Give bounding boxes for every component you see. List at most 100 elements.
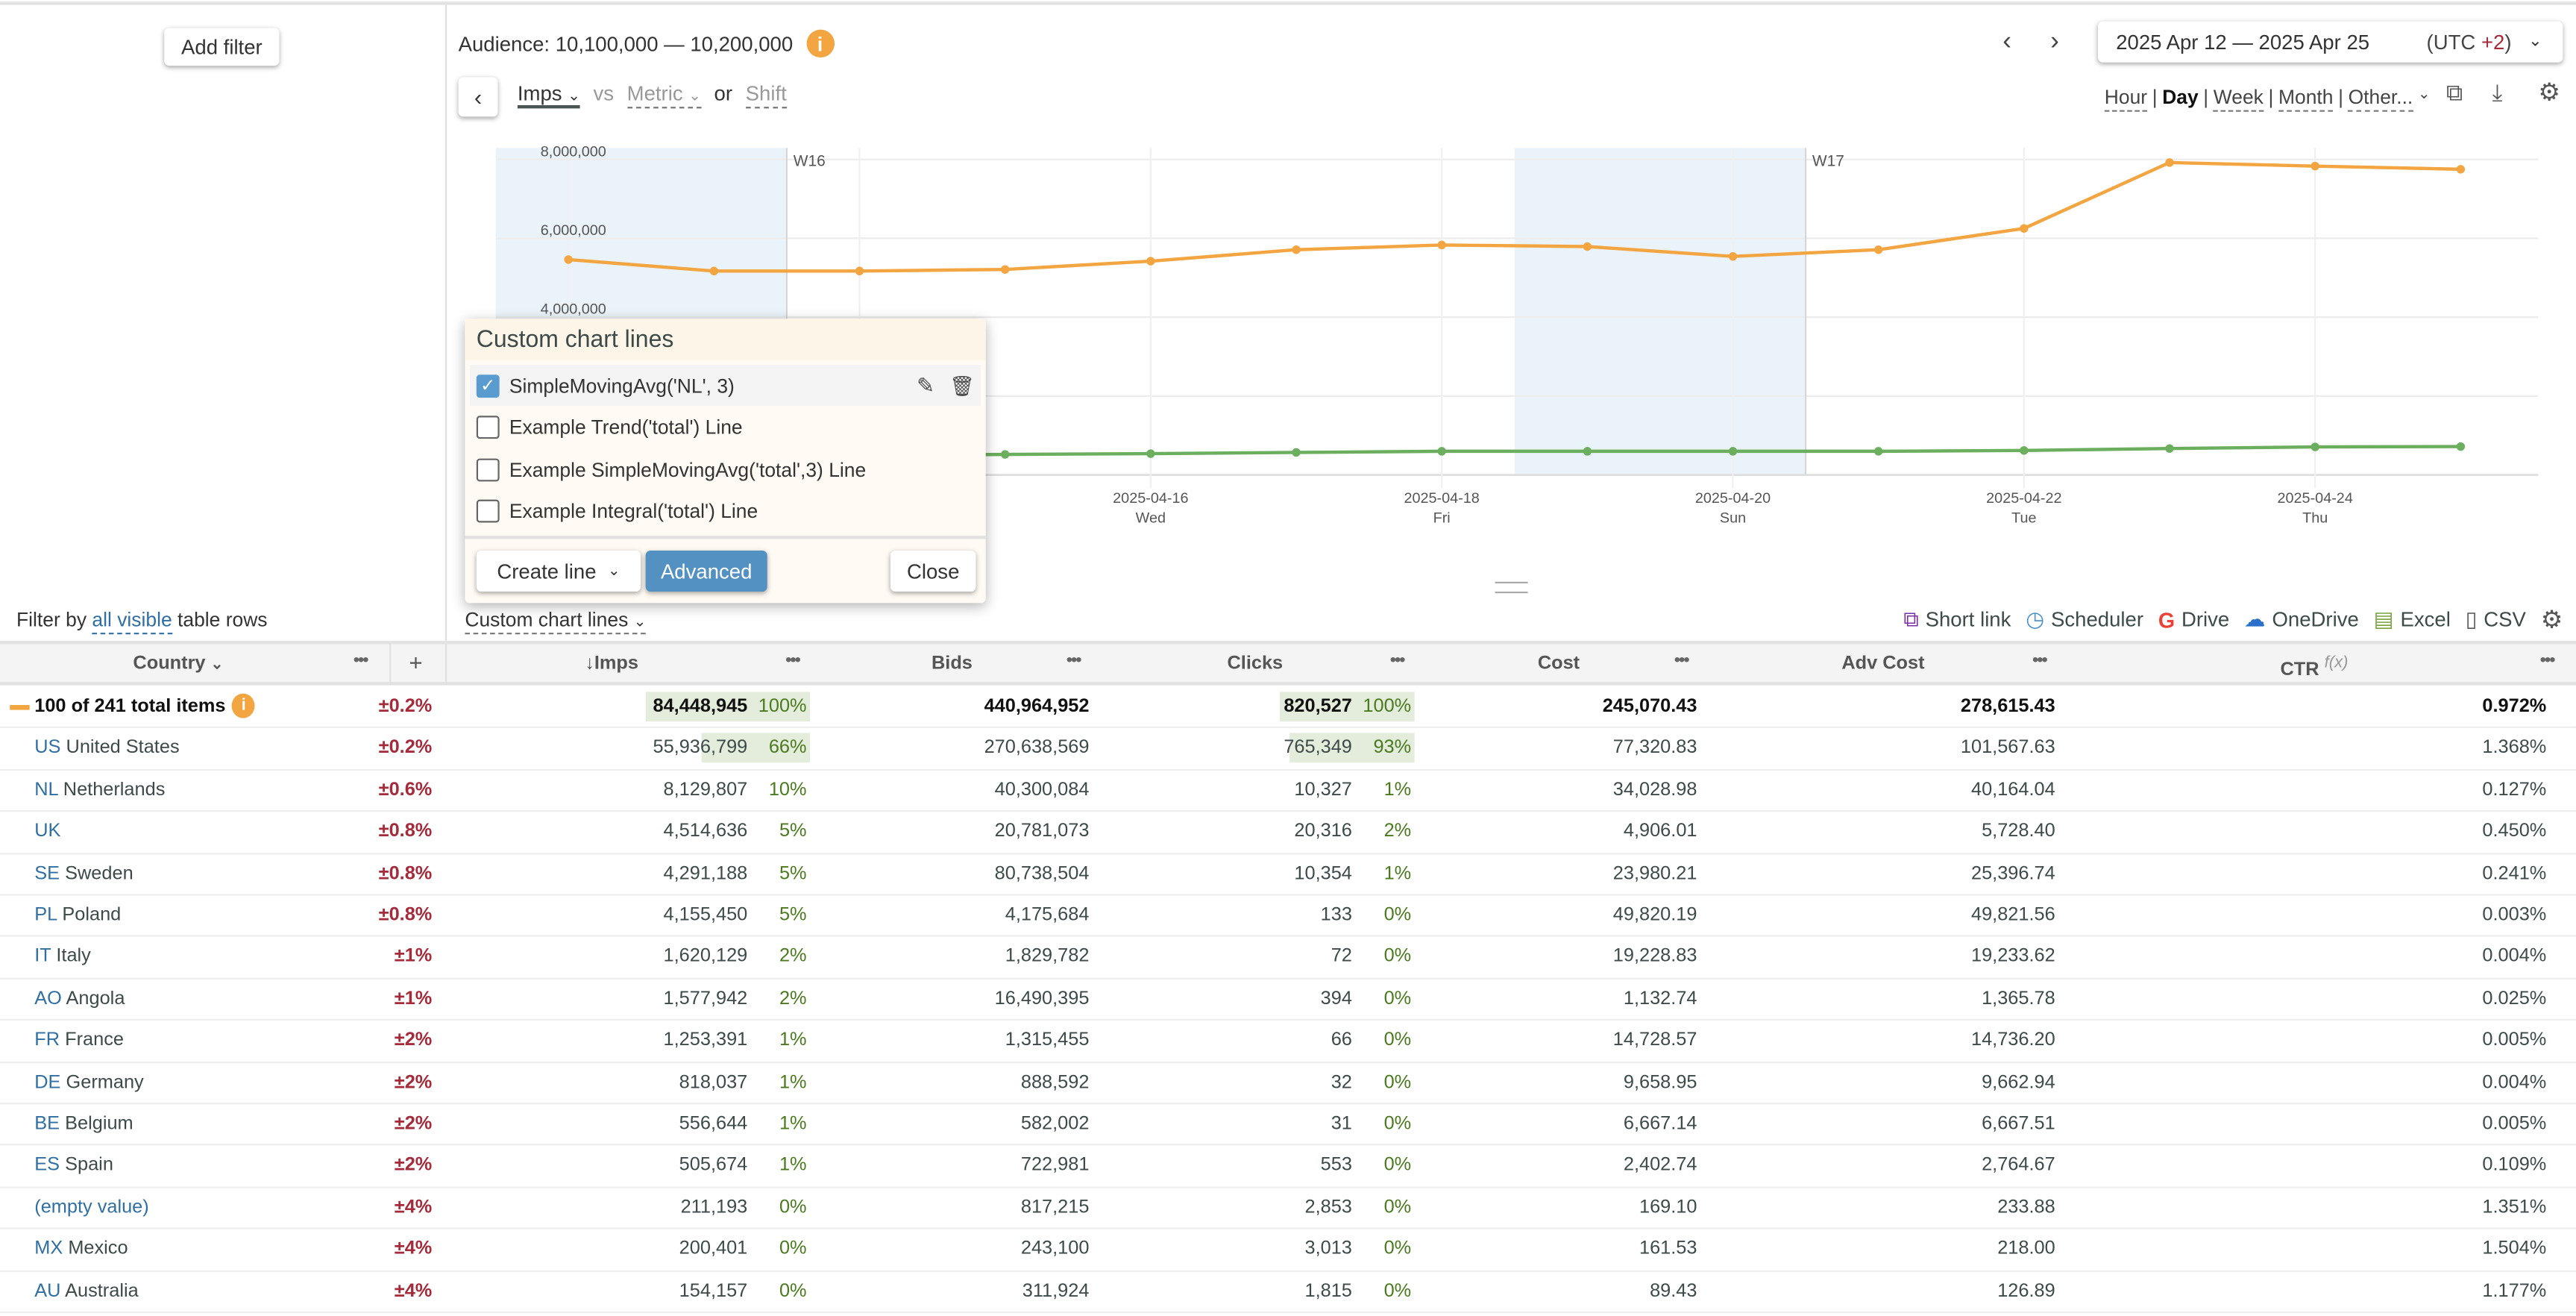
checkbox[interactable]: ✓ (476, 374, 500, 397)
checkbox[interactable] (476, 457, 500, 481)
table-row[interactable]: UK ±0.8% 4,514,636 5% 20,781,073 20,316 2… (0, 812, 2576, 854)
data-point[interactable] (1728, 447, 1738, 456)
onedrive-button[interactable]: ☁ OneDrive (2244, 605, 2359, 635)
prev-period-button[interactable]: ‹ (2002, 28, 2011, 56)
column-header-imps[interactable]: ↓Imps (585, 654, 638, 674)
granularity-other[interactable]: Other... (2348, 86, 2413, 112)
data-point[interactable] (1292, 448, 1301, 457)
data-point[interactable] (2456, 165, 2466, 174)
country-cell[interactable]: PL Poland (34, 905, 122, 926)
custom-line-item[interactable]: Example SimpleMovingAvg('total',3) Line (470, 448, 981, 489)
column-header-ctr[interactable]: CTR f(x) (2280, 654, 2349, 680)
data-point[interactable] (1873, 447, 1883, 456)
imps-column-menu[interactable]: ••• (785, 651, 801, 671)
country-cell[interactable]: UK (34, 821, 61, 842)
data-point[interactable] (2165, 444, 2174, 453)
granularity-hour[interactable]: Hour (2104, 86, 2148, 112)
table-row[interactable]: SE Sweden ±0.8% 4,291,188 5% 80,738,504 1… (0, 854, 2576, 896)
shift-select[interactable]: Shift (745, 82, 787, 109)
next-period-button[interactable]: › (2050, 28, 2059, 56)
data-point[interactable] (2020, 446, 2029, 455)
table-row[interactable]: AU Australia ±4% 154,157 0% 311,924 1,815… (0, 1271, 2576, 1314)
data-point[interactable] (1292, 245, 1301, 254)
column-header-country[interactable]: Country ⌄ (133, 654, 224, 674)
country-cell[interactable]: DE Germany (34, 1072, 144, 1092)
country-column-menu[interactable]: ••• (353, 651, 369, 671)
granularity-day[interactable]: Day (2162, 85, 2199, 109)
country-cell[interactable]: US United States (34, 738, 180, 759)
scheduler-button[interactable]: ◷ Scheduler (2026, 605, 2143, 635)
all-visible-link[interactable]: all visible (92, 608, 172, 635)
collapse-back-button[interactable]: ‹ (458, 77, 498, 117)
data-point[interactable] (1728, 251, 1738, 261)
checkbox[interactable] (476, 499, 500, 523)
create-line-button[interactable]: Create line ⌄ (476, 550, 641, 592)
table-row[interactable]: US United States ±0.2% 55,936,799 66% 270… (0, 729, 2576, 771)
data-point[interactable] (2456, 442, 2466, 451)
column-header-adv-cost[interactable]: Adv Cost (1841, 654, 1925, 674)
total-info-icon[interactable]: i (232, 693, 256, 718)
table-row[interactable]: PL Poland ±0.8% 4,155,450 5% 4,175,684 13… (0, 896, 2576, 938)
excel-button[interactable]: ▤ Excel (2374, 605, 2451, 635)
download-icon[interactable]: ⤓ (2492, 78, 2503, 105)
data-point[interactable] (1146, 449, 1155, 458)
data-point[interactable] (2310, 442, 2319, 451)
column-header-cost[interactable]: Cost (1537, 654, 1580, 674)
add-filter-button[interactable]: Add filter (164, 28, 280, 66)
custom-line-item[interactable]: ✓ SimpleMovingAvg('NL', 3) ✎ 🗑 (470, 365, 981, 407)
table-row[interactable]: NL Netherlands ±0.6% 8,129,807 10% 40,300… (0, 771, 2576, 812)
advanced-button[interactable]: Advanced (645, 550, 767, 592)
country-cell[interactable]: AO Angola (34, 988, 125, 1009)
ctr-column-menu[interactable]: ••• (2539, 651, 2556, 671)
data-point[interactable] (2020, 224, 2029, 233)
data-point[interactable] (1583, 447, 1592, 456)
short-link-button[interactable]: ⧉ Short link (1903, 605, 2011, 635)
table-settings-button[interactable]: ⚙ (2541, 605, 2563, 634)
country-cell[interactable]: AU Australia (34, 1281, 139, 1301)
data-point[interactable] (1873, 245, 1883, 254)
secondary-metric-select[interactable]: Metric ⌄ (626, 82, 701, 109)
primary-metric-select[interactable]: Imps ⌄ (517, 82, 580, 109)
csv-button[interactable]: ▯ CSV (2466, 605, 2526, 635)
trash-icon[interactable]: 🗑 (949, 374, 975, 397)
data-point[interactable] (1583, 242, 1592, 251)
data-point[interactable] (1000, 450, 1010, 459)
table-row[interactable]: AO Angola ±1% 1,577,942 2% 16,490,395 394… (0, 979, 2576, 1021)
data-point[interactable] (1437, 240, 1446, 250)
data-point[interactable] (855, 266, 864, 276)
pencil-icon[interactable]: ✎ (917, 372, 935, 397)
custom-line-item[interactable]: Example Integral('total') Line (470, 491, 981, 532)
checkbox[interactable] (476, 416, 500, 439)
table-row[interactable]: BE Belgium ±2% 556,644 1% 582,002 31 0% 6… (0, 1104, 2576, 1147)
granularity-week[interactable]: Week (2213, 86, 2264, 112)
custom-line-item[interactable]: Example Trend('total') Line (470, 407, 981, 448)
data-point[interactable] (709, 266, 719, 276)
custom-chart-lines-toggle[interactable]: Custom chart lines ⌄ (465, 608, 647, 635)
granularity-month[interactable]: Month (2278, 86, 2334, 112)
table-row[interactable]: ES Spain ±2% 505,674 1% 722,981 553 0% 2,… (0, 1146, 2576, 1188)
country-cell[interactable]: ES Spain (34, 1156, 113, 1176)
country-cell[interactable]: IT Italy (34, 947, 91, 968)
column-header-bids[interactable]: Bids (931, 654, 973, 674)
close-button[interactable]: Close (890, 550, 976, 592)
table-row[interactable]: MX Mexico ±4% 200,401 0% 243,100 3,013 0%… (0, 1229, 2576, 1272)
table-row[interactable]: IT Italy ±1% 1,620,129 2% 1,829,782 72 0%… (0, 937, 2576, 980)
cost-column-menu[interactable]: ••• (1674, 651, 1690, 671)
bids-column-menu[interactable]: ••• (1066, 651, 1082, 671)
table-row[interactable]: (empty value) ±4% 211,193 0% 817,215 2,85… (0, 1188, 2576, 1230)
country-cell[interactable]: (empty value) (34, 1197, 149, 1218)
country-cell[interactable]: NL Netherlands (34, 780, 166, 800)
adv-cost-column-menu[interactable]: ••• (2032, 651, 2048, 671)
date-range-picker[interactable]: 2025 Apr 12 — 2025 Apr 25 (UTC +2) ⌄ (2097, 21, 2563, 63)
data-point[interactable] (2310, 161, 2319, 171)
data-point[interactable] (1437, 447, 1446, 456)
data-point[interactable] (1000, 265, 1010, 274)
add-column-button[interactable]: + (409, 649, 423, 676)
data-point[interactable] (564, 255, 573, 264)
data-point[interactable] (1146, 257, 1155, 266)
column-header-clicks[interactable]: Clicks (1227, 654, 1284, 674)
country-cell[interactable]: MX Mexico (34, 1239, 128, 1259)
audience-info-icon[interactable]: i (805, 29, 835, 58)
country-cell[interactable]: BE Belgium (34, 1114, 133, 1134)
clicks-column-menu[interactable]: ••• (1389, 651, 1406, 671)
